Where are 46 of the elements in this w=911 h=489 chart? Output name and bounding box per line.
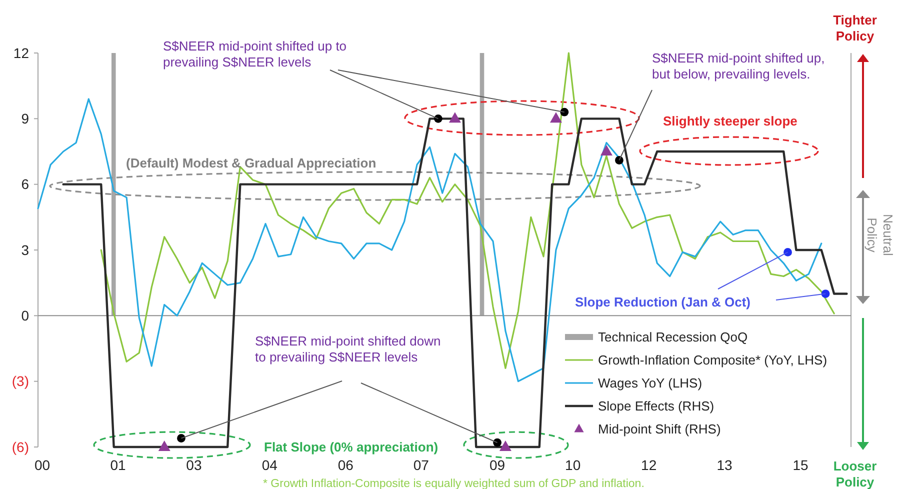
point — [615, 156, 624, 164]
annotation: (Default) Modest & Gradual Appreciation — [126, 156, 376, 171]
legend-label: Mid-point Shift (RHS) — [598, 422, 721, 437]
y-tick-label: 6 — [21, 176, 30, 192]
point — [177, 434, 186, 442]
x-tick-label: 10 — [565, 457, 581, 473]
legend-label: Wages YoY (LHS) — [598, 376, 702, 391]
y-tick-label: 9 — [21, 110, 30, 127]
point — [158, 440, 170, 451]
x-tick-label: 12 — [641, 457, 657, 473]
x-tick-label: 07 — [413, 457, 430, 473]
annotation: Slope Reduction (Jan & Oct) — [575, 294, 751, 310]
x-tick-label: 13 — [716, 457, 733, 473]
annotation: S$NEER mid-point shifted down to prevailing S$NEER levels — [255, 334, 441, 365]
point — [499, 440, 512, 451]
y-tick-label: 3 — [21, 242, 30, 258]
point — [493, 438, 502, 447]
legend-label: Slope Effects (RHS) — [598, 398, 714, 414]
text: Neutral Policy — [864, 214, 896, 256]
x-tick-label: 00 — [34, 457, 50, 473]
annotation: S$NEER mid-point shifted up, but below, prevailing levels. — [652, 50, 825, 82]
y-tick-label: 0 — [21, 308, 30, 324]
point — [784, 248, 792, 256]
text: Tighter Policy — [833, 12, 877, 44]
annotation: Flat Slope (0% appreciation) — [264, 440, 438, 455]
x-tick-label: 04 — [262, 457, 278, 473]
point — [448, 112, 461, 123]
x-tick-label: 03 — [186, 457, 202, 473]
y-tick-label: 12 — [13, 44, 30, 61]
legend-label: Technical Recession QoQ — [598, 330, 748, 345]
point — [550, 112, 562, 123]
point — [821, 290, 830, 298]
annotation: S$NEER mid-point shifted up to prevailing S$NEER levels — [163, 38, 347, 70]
annotation: Slightly steeper slope — [663, 114, 798, 129]
x-tick-label: 09 — [490, 457, 506, 473]
x-tick-label: 06 — [338, 457, 354, 473]
point — [600, 145, 612, 156]
x-tick-label: 15 — [792, 457, 808, 473]
y-tick-label: (6) — [12, 438, 29, 455]
text: Looser Policy — [833, 458, 877, 489]
y-tick-label: (3) — [12, 373, 29, 390]
point — [560, 108, 569, 116]
line-series — [100, 52, 835, 369]
x-tick-label: 01 — [110, 457, 126, 473]
legend-label: Growth-Inflation Composite* (YoY, LHS) — [598, 352, 828, 368]
point — [434, 114, 442, 123]
